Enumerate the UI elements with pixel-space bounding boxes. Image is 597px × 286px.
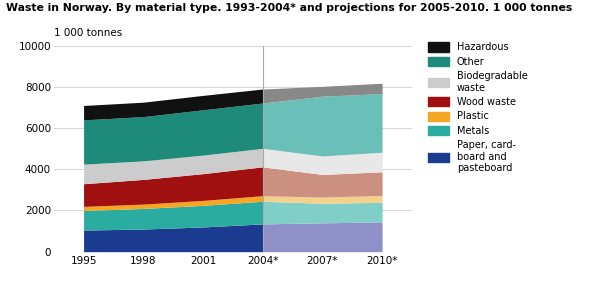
Text: Waste in Norway. By material type. 1993-2004* and projections for 2005-2010. 1 0: Waste in Norway. By material type. 1993-… bbox=[6, 3, 572, 13]
Text: 1 000 tonnes: 1 000 tonnes bbox=[54, 27, 122, 37]
Legend: Hazardous, Other, Biodegradable
waste, Wood waste, Plastic, Metals, Paper, card-: Hazardous, Other, Biodegradable waste, W… bbox=[427, 42, 528, 173]
